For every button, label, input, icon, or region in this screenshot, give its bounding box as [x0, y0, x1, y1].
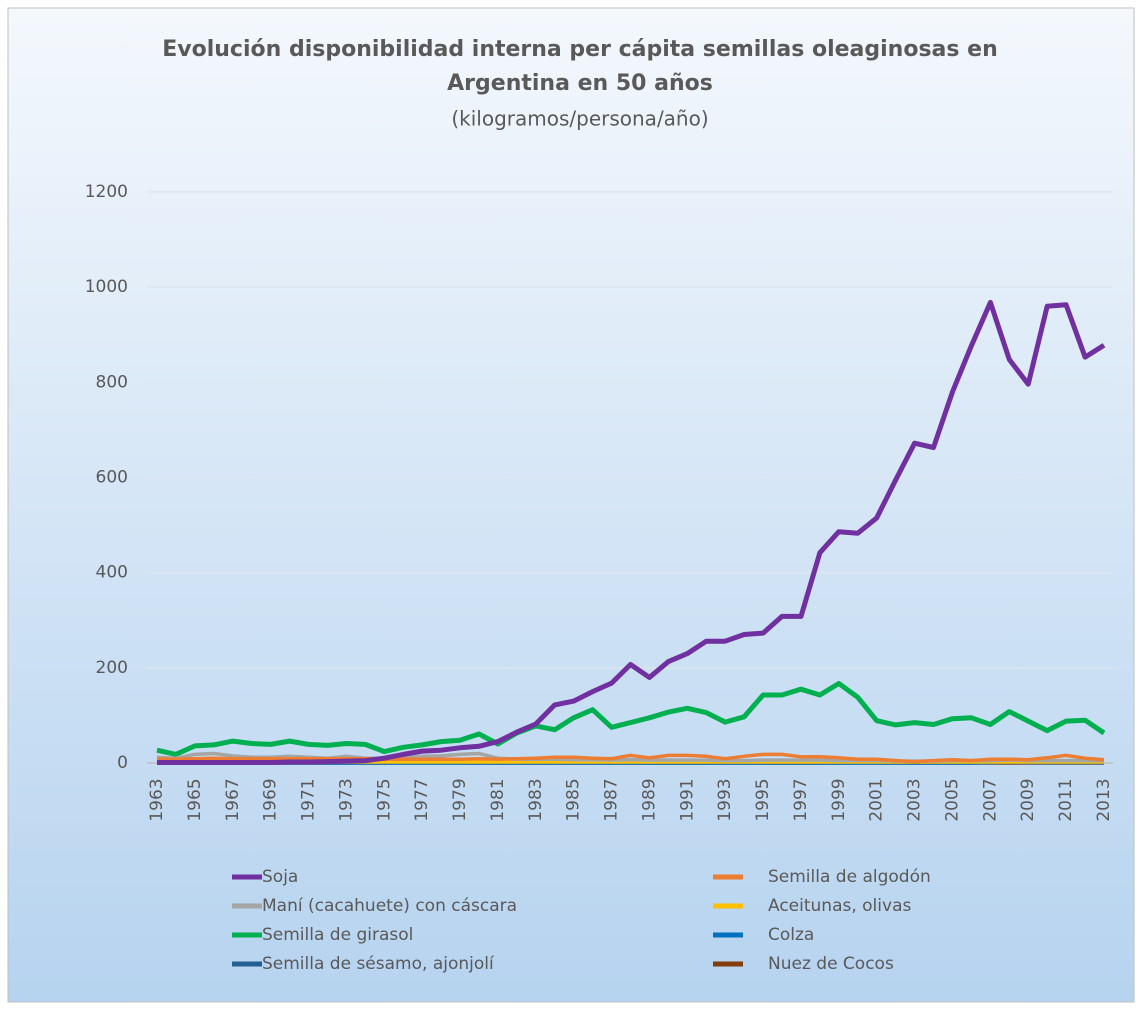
x-tick-label: 1975: [374, 778, 394, 821]
y-tick-label: 1200: [85, 182, 128, 202]
series-line: [157, 299, 1106, 765]
x-tick-label: 1999: [829, 778, 849, 821]
x-tick-label: 1983: [526, 778, 546, 821]
legend-label: Semilla de algodón: [768, 867, 931, 887]
legend-label: Aceitunas, olivas: [768, 896, 911, 916]
y-tick-label: 1000: [85, 277, 128, 297]
chart-title: Evolución disponibilidad interna per cáp…: [162, 37, 997, 62]
x-tick-label: 1977: [412, 778, 432, 821]
chart-subtitle: (kilogramos/persona/año): [451, 107, 708, 131]
x-tick-label: 2007: [980, 778, 1000, 821]
x-tick-label: 1991: [677, 778, 697, 821]
x-tick-label: 1993: [715, 778, 735, 821]
legend-label: Colza: [768, 925, 814, 945]
y-tick-label: 200: [96, 658, 128, 678]
x-tick-label: 1971: [299, 778, 319, 821]
x-tick-label: 1995: [753, 778, 773, 821]
x-tick-label: 2001: [867, 778, 887, 821]
x-tick-label: 1989: [639, 778, 659, 821]
chart-title: Argentina en 50 años: [447, 71, 713, 96]
legend-label: Maní (cacahuete) con cáscara: [262, 896, 517, 916]
x-tick-label: 1985: [564, 778, 584, 821]
y-tick-label: 400: [96, 563, 128, 583]
x-tick-label: 1965: [185, 778, 205, 821]
x-tick-label: 2009: [1018, 778, 1038, 821]
legend-label: Soja: [262, 867, 298, 887]
legend-label: Semilla de sésamo, ajonjolí: [262, 954, 495, 974]
y-tick-label: 600: [96, 468, 128, 488]
background: [7, 7, 1135, 1003]
x-tick-label: 2011: [1056, 778, 1076, 821]
x-tick-label: 1987: [602, 778, 622, 821]
x-tick-label: 2003: [905, 778, 925, 821]
x-tick-label: 1997: [791, 778, 811, 821]
x-tick-label: 2013: [1094, 778, 1114, 821]
legend-label: Semilla de girasol: [262, 925, 413, 945]
x-tick-label: 2005: [942, 778, 962, 821]
x-tick-label: 1967: [223, 778, 243, 821]
x-tick-label: 1979: [450, 778, 470, 821]
y-tick-label: 0: [117, 753, 128, 773]
y-tick-label: 800: [96, 372, 128, 392]
legend-label: Nuez de Cocos: [768, 954, 894, 974]
series-line: [157, 752, 1105, 764]
x-tick-label: 1963: [147, 778, 167, 821]
x-tick-label: 1969: [261, 778, 281, 821]
x-tick-label: 1973: [336, 778, 356, 821]
series-line: [156, 681, 1106, 757]
x-tick-label: 1981: [488, 778, 508, 821]
